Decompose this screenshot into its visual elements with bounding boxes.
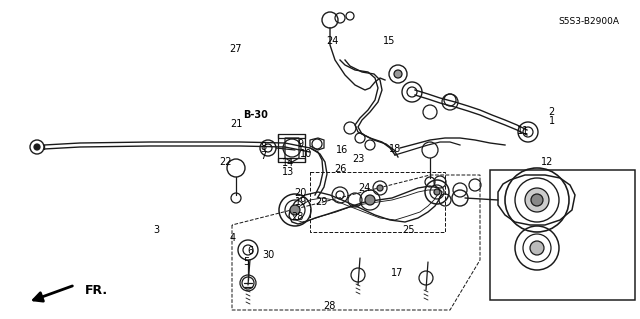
Text: 25: 25 [402, 225, 415, 235]
Text: 17: 17 [390, 268, 403, 278]
Text: 6: 6 [248, 246, 254, 256]
Text: 21: 21 [230, 119, 243, 129]
Text: 1: 1 [548, 116, 555, 126]
Text: 18: 18 [389, 144, 402, 154]
Bar [310, 172, 445, 232]
Text: 9: 9 [298, 139, 304, 149]
Text: 16: 16 [336, 145, 349, 155]
Text: 30: 30 [262, 250, 275, 260]
Circle shape [530, 241, 544, 255]
Text: FR.: FR. [85, 284, 108, 296]
Text: 27: 27 [229, 44, 242, 55]
Text: 13: 13 [282, 167, 294, 177]
Text: 14: 14 [282, 158, 294, 168]
Text: 22: 22 [220, 157, 232, 167]
Text: 29: 29 [315, 197, 328, 207]
Circle shape [394, 70, 402, 78]
Circle shape [290, 205, 300, 215]
Text: 26: 26 [334, 164, 347, 174]
Text: 19: 19 [294, 197, 307, 207]
Text: S5S3-B2900A: S5S3-B2900A [558, 17, 620, 26]
Text: 3: 3 [154, 225, 160, 235]
Text: 15: 15 [383, 36, 396, 46]
Text: 7: 7 [260, 151, 267, 161]
Circle shape [34, 144, 40, 150]
Text: 8: 8 [260, 142, 267, 152]
Circle shape [525, 188, 549, 212]
Text: 23: 23 [352, 154, 365, 165]
Circle shape [434, 189, 440, 195]
Circle shape [531, 194, 543, 206]
Text: 2: 2 [548, 107, 555, 117]
Circle shape [377, 185, 383, 191]
Text: 4: 4 [229, 233, 236, 243]
Text: 5: 5 [243, 256, 250, 267]
Text: 24: 24 [326, 36, 339, 46]
Text: B-30: B-30 [244, 110, 268, 121]
Text: 24: 24 [358, 183, 371, 193]
Text: 28: 28 [323, 301, 336, 311]
Text: 28: 28 [291, 212, 304, 222]
Text: 10: 10 [300, 149, 312, 159]
Text: 11: 11 [517, 126, 530, 136]
Text: 12: 12 [541, 157, 554, 167]
Circle shape [365, 195, 375, 205]
Text: 20: 20 [294, 188, 307, 198]
